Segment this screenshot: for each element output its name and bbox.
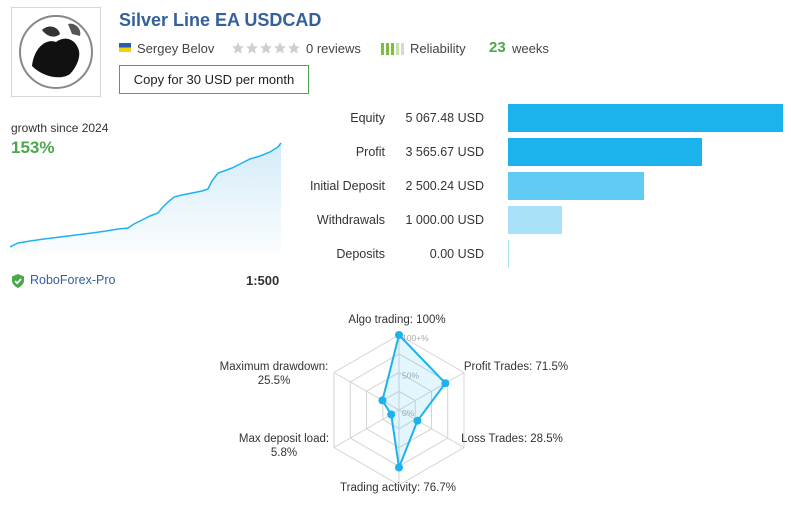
star-icon: [232, 42, 300, 54]
broker-link[interactable]: RoboForex-Pro: [30, 273, 116, 287]
stat-label: Deposits: [336, 247, 385, 261]
ukraine-flag-icon: [119, 43, 131, 52]
growth-chart[interactable]: [10, 140, 282, 252]
radar-point: [395, 331, 403, 339]
stat-value: 3 565.67 USD: [405, 145, 484, 159]
avatar-image: [19, 15, 93, 89]
radar-grid-spoke: [398, 372, 465, 411]
stat-bar[interactable]: [508, 240, 509, 268]
radar-tick-label: 0%: [402, 408, 415, 418]
stat-value: 1 000.00 USD: [405, 213, 484, 227]
reliability-bars-icon: [381, 42, 405, 60]
stat-bar[interactable]: [508, 138, 702, 166]
weeks-label: weeks: [512, 41, 549, 56]
radar-label-max-deposit-load: Max deposit load: 5.8%: [229, 432, 339, 460]
stat-label: Equity: [350, 111, 385, 125]
radar-point: [387, 410, 396, 419]
stat-bar[interactable]: [508, 104, 783, 132]
rating-stars: [231, 41, 301, 60]
growth-chart-area: [10, 143, 281, 252]
radar-label-profit-trades: Profit Trades: 71.5%: [463, 361, 569, 373]
shield-check-icon: [12, 274, 24, 288]
radar-label-trading-activity: Trading activity: 76.7%: [340, 482, 456, 494]
radar-ticks: 100+% 50% 0%: [402, 333, 429, 418]
radar-point: [441, 379, 450, 388]
stat-value: 0.00 USD: [429, 247, 484, 261]
radar-label-max-deposit-load-title: Max deposit load:: [238, 433, 330, 445]
stat-value: 5 067.48 USD: [405, 111, 484, 125]
growth-chart-line: [10, 142, 282, 248]
page-title[interactable]: Silver Line EA USDCAD: [119, 10, 322, 30]
avatar[interactable]: [11, 7, 101, 97]
leverage-value: 1:500: [246, 273, 280, 288]
reliability-label: Reliability: [410, 41, 466, 56]
growth-value: 153%: [11, 138, 55, 157]
author-name[interactable]: Sergey Belov: [137, 41, 215, 56]
stat-bar[interactable]: [508, 206, 562, 234]
copy-subscribe-button[interactable]: Copy for 30 USD per month: [119, 65, 309, 94]
radar-tick-label: 100+%: [402, 333, 429, 343]
radar-tick-label: 50%: [402, 371, 419, 381]
stat-label: Initial Deposit: [309, 179, 385, 193]
weeks-value: 23: [489, 39, 506, 56]
radar-point: [413, 416, 422, 425]
radar-chart[interactable]: 100+% 50% 0%: [330, 330, 470, 490]
radar-series-area: [381, 333, 447, 472]
radar-label-max-deposit-load-value: 5.8%: [270, 447, 298, 459]
radar-grid-spoke: [398, 409, 465, 448]
radar-label-maximum-drawdown-value: 25.5%: [257, 375, 291, 387]
stat-value: 2 500.24 USD: [405, 179, 484, 193]
radar-label-loss-trades: Loss Trades: 28.5%: [461, 433, 563, 445]
radar-grid-spoke: [333, 372, 400, 411]
reviews-count[interactable]: 0 reviews: [306, 41, 361, 56]
radar-label-maximum-drawdown: Maximum drawdown: 25.5%: [215, 360, 333, 388]
radar-label-algo-trading: Algo trading: 100%: [348, 314, 446, 326]
radar-point: [395, 463, 403, 472]
growth-label: growth since 2024: [11, 121, 109, 135]
radar-point: [378, 396, 387, 405]
stat-bar[interactable]: [508, 172, 644, 200]
copy-button-label: Copy for 30 USD per month: [133, 72, 295, 87]
radar-label-maximum-drawdown-title: Maximum drawdown:: [219, 361, 329, 373]
stat-label: Withdrawals: [316, 213, 385, 227]
stat-label: Profit: [355, 145, 385, 159]
radar-points: [378, 331, 450, 472]
